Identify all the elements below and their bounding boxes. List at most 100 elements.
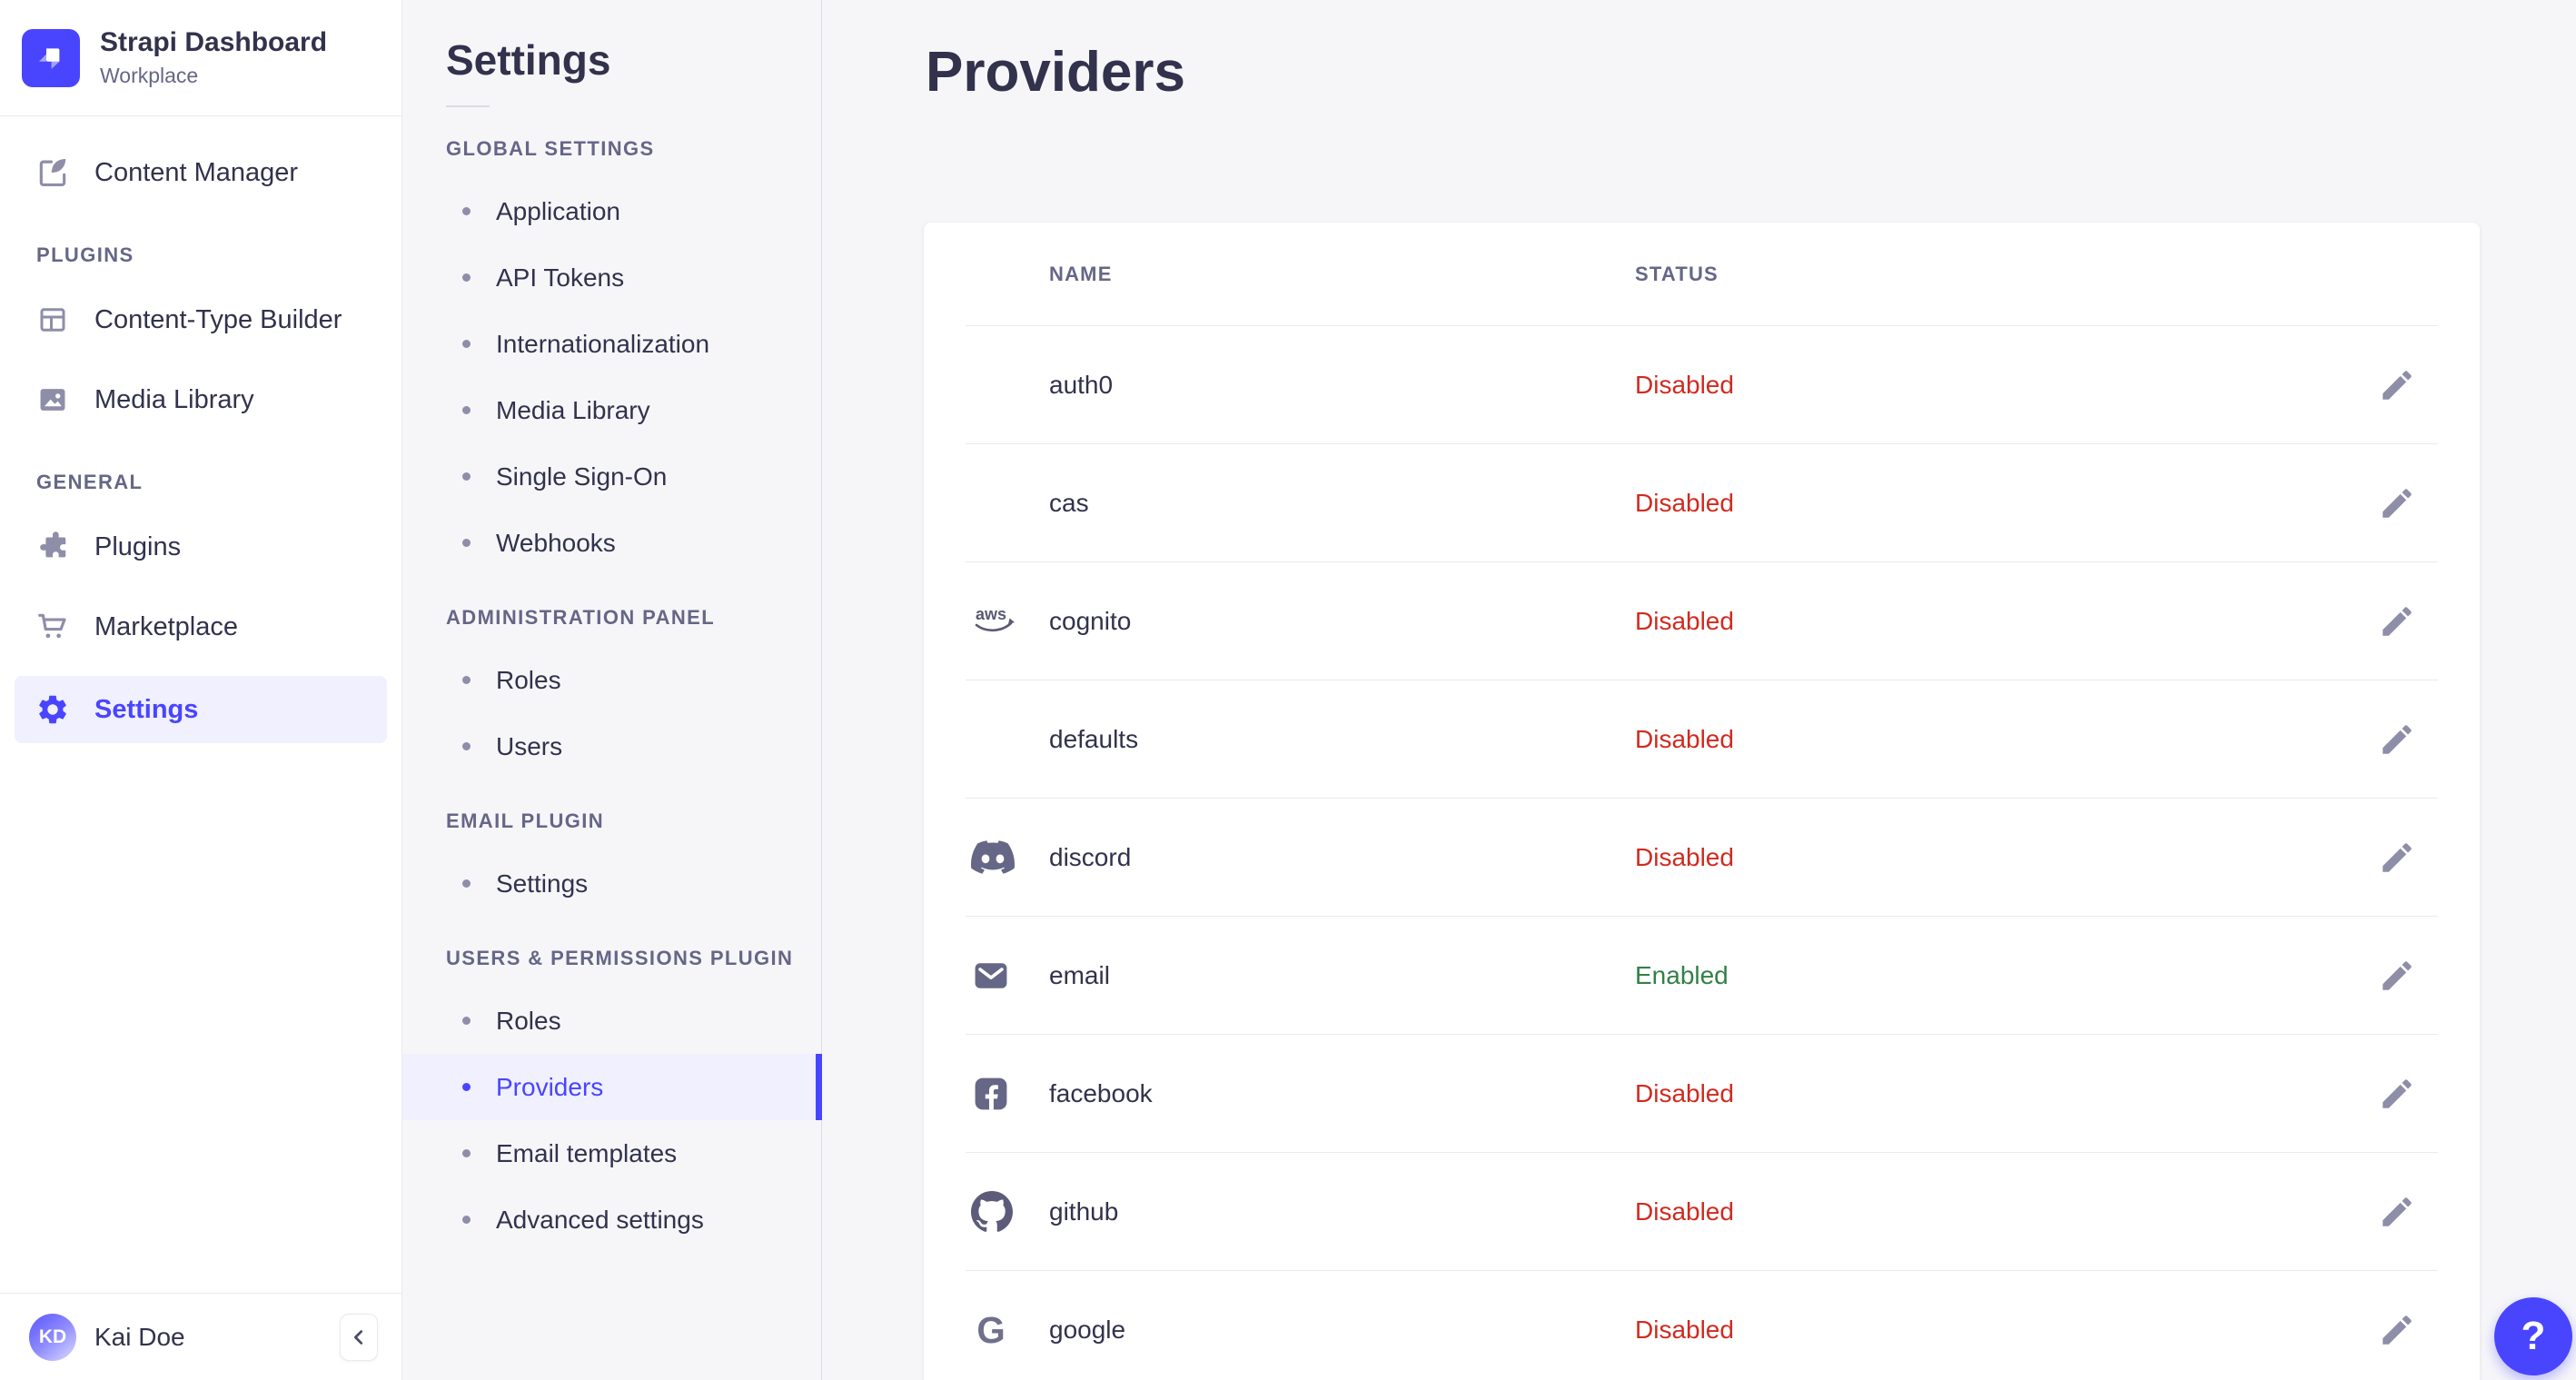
strapi-logo-icon — [38, 47, 60, 69]
settings-subnav: Settings GLOBAL SETTINGS Application API T… — [402, 0, 822, 1380]
subnav-item-internationalization[interactable]: Internationalization — [402, 311, 821, 377]
main-sidebar: Strapi Dashboard Workplace Content Manag… — [0, 0, 402, 1380]
status-badge: Enabled — [1635, 960, 1729, 989]
subnav-item-single-sign-on[interactable]: Single Sign-On — [402, 443, 821, 510]
help-button[interactable]: ? — [2494, 1297, 2572, 1375]
bullet-icon — [462, 539, 471, 547]
provider-name: email — [1049, 960, 1110, 989]
subnav-divider — [446, 105, 490, 107]
edit-button[interactable] — [2372, 478, 2422, 529]
subnav-item-providers[interactable]: Providers — [402, 1054, 822, 1120]
provider-name: cas — [1049, 488, 1089, 517]
strapi-logo-icon — [22, 28, 80, 87]
subnav-item-application[interactable]: Application — [402, 178, 821, 244]
subnav-item-email-templates[interactable]: Email templates — [402, 1120, 821, 1186]
sidebar-item-label: Plugins — [94, 531, 182, 561]
sidebar-item-plugins[interactable]: Plugins — [0, 507, 401, 587]
subnav-item-label: Application — [496, 196, 620, 225]
svg-text:G: G — [976, 1310, 1005, 1350]
sidebar-item-label: Content Manager — [94, 157, 299, 187]
bullet-icon — [462, 340, 471, 348]
sidebar-item-content-manager[interactable]: Content Manager — [0, 133, 401, 213]
pencil-icon — [2383, 960, 2412, 990]
table-row-facebook: facebook Disabled — [966, 1034, 2438, 1152]
edit-button[interactable] — [2372, 596, 2422, 647]
google-icon-cell: G — [966, 1310, 1049, 1350]
subnav-item-roles[interactable]: Roles — [402, 647, 821, 713]
bullet-icon — [462, 472, 471, 481]
collapse-sidebar-button[interactable] — [340, 1313, 378, 1361]
user-name: Kai Doe — [94, 1322, 185, 1351]
table-row-email: email Enabled — [966, 916, 2438, 1034]
edit-button[interactable] — [2372, 832, 2422, 883]
bullet-icon — [462, 273, 471, 282]
edit-button[interactable] — [2372, 1305, 2422, 1355]
brand[interactable]: Strapi Dashboard Workplace — [0, 0, 401, 116]
svg-text:aws: aws — [976, 605, 1006, 623]
edit-button[interactable] — [2372, 360, 2422, 411]
pencil-icon — [2383, 1196, 2412, 1226]
github-icon-cell — [966, 1190, 1049, 1233]
app-title: Strapi Dashboard — [100, 27, 328, 58]
subnav-item-roles[interactable]: Roles — [402, 988, 821, 1054]
edit-button[interactable] — [2372, 714, 2422, 765]
subnav-item-webhooks[interactable]: Webhooks — [402, 510, 821, 576]
subnav-item-label: Advanced settings — [496, 1205, 704, 1234]
bullet-icon — [462, 1216, 471, 1224]
edit-button[interactable] — [2372, 950, 2422, 1001]
subnav-item-advanced-settings[interactable]: Advanced settings — [402, 1186, 821, 1253]
subnav-group-email-plugin: EMAIL PLUGIN Settings — [402, 809, 821, 917]
discord-icon — [971, 840, 1015, 874]
email-icon — [975, 962, 1007, 988]
provider-name: google — [1049, 1315, 1126, 1344]
sidebar-item-label: Marketplace — [94, 611, 238, 641]
bullet-icon — [462, 879, 471, 888]
subnav-title: Settings — [446, 36, 611, 84]
subnav-group-users-permissions-plugin: USERS & PERMISSIONS PLUGIN Roles Providers… — [402, 946, 822, 1253]
avatar[interactable]: KD — [29, 1313, 76, 1361]
sidebar-item-label: Content-Type Builder — [94, 304, 342, 334]
bullet-icon — [462, 676, 471, 684]
pencil-icon — [2383, 488, 2412, 518]
content-manager-icon — [39, 158, 66, 187]
marketplace-icon — [38, 613, 66, 639]
table-row-defaults: defaults Disabled — [966, 680, 2438, 798]
discord-icon-cell — [966, 840, 1049, 874]
pencil-icon — [2383, 1078, 2412, 1108]
subnav-group-label: GLOBAL SETTINGS — [446, 137, 655, 160]
subnav-group-administration-panel: ADMINISTRATION PANEL Roles Users — [402, 605, 821, 779]
subnav-item-media-library[interactable]: Media Library — [402, 377, 821, 443]
pencil-icon — [2383, 370, 2412, 400]
provider-name: discord — [1049, 842, 1132, 871]
table-row-google: G google Disabled — [966, 1270, 2438, 1380]
subnav-item-users[interactable]: Users — [402, 713, 821, 779]
subnav-item-settings[interactable]: Settings — [402, 850, 821, 917]
edit-button[interactable] — [2372, 1186, 2422, 1237]
subnav-group-label: USERS & PERMISSIONS PLUGIN — [446, 947, 794, 969]
aws-icon-cell: aws — [966, 604, 1049, 639]
sidebar-item-media-library[interactable]: Media Library — [0, 360, 401, 440]
subnav-item-api-tokens[interactable]: API Tokens — [402, 244, 821, 311]
pencil-icon — [2383, 724, 2412, 754]
subnav-group-label: EMAIL PLUGIN — [446, 809, 605, 832]
subnav-item-label: Settings — [496, 869, 589, 898]
sidebar-item-marketplace[interactable]: Marketplace — [0, 587, 401, 667]
table-row-discord: discord Disabled — [966, 798, 2438, 916]
status-badge: Disabled — [1635, 370, 1734, 399]
email-icon-cell — [966, 956, 1049, 996]
sidebar-item-settings[interactable]: Settings — [15, 676, 387, 743]
facebook-icon — [975, 1077, 1007, 1109]
facebook-icon-cell — [966, 1074, 1049, 1114]
nav-section-label-plugins: PLUGINS — [36, 243, 134, 266]
table-row-auth0: auth0 Disabled — [966, 325, 2438, 443]
aws-icon: aws — [975, 605, 1015, 631]
pencil-icon — [2383, 842, 2412, 872]
user-footer: KD Kai Doe — [0, 1293, 401, 1380]
status-badge: Disabled — [1635, 1315, 1734, 1344]
settings-icon — [39, 695, 66, 724]
edit-button[interactable] — [2372, 1068, 2422, 1119]
subnav-item-label: Internationalization — [496, 329, 710, 358]
status-badge: Disabled — [1635, 606, 1734, 635]
plugins-icon — [40, 531, 66, 558]
sidebar-item-content-type-builder[interactable]: Content-Type Builder — [0, 280, 401, 360]
